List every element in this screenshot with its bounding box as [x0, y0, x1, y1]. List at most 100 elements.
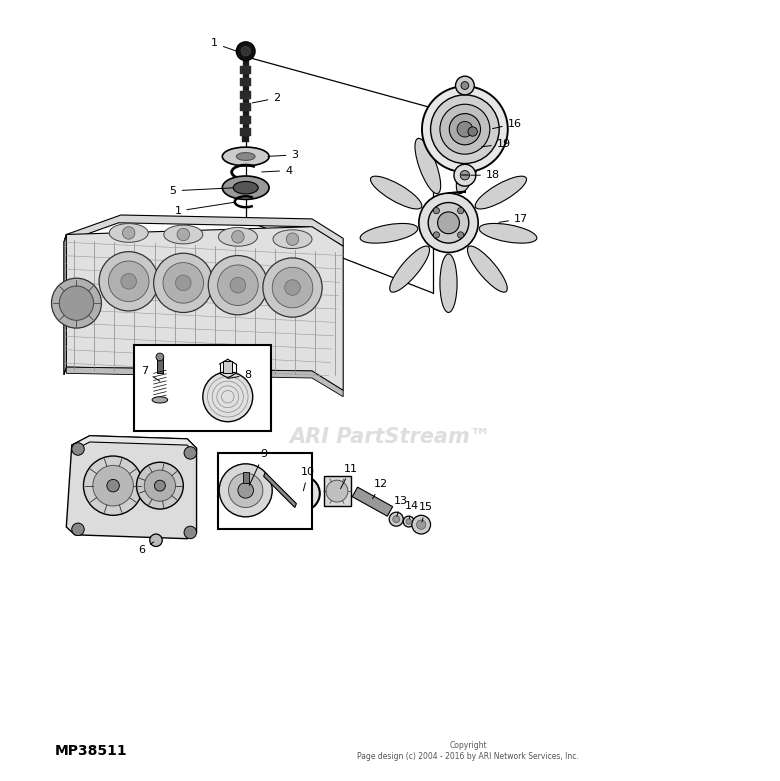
Circle shape: [433, 208, 439, 214]
Circle shape: [285, 476, 320, 511]
Circle shape: [121, 273, 136, 289]
Circle shape: [107, 480, 119, 492]
Circle shape: [156, 353, 164, 361]
Bar: [243, 111, 249, 116]
Text: 10: 10: [301, 467, 315, 490]
Bar: [243, 59, 249, 66]
Text: 2: 2: [252, 93, 281, 103]
Circle shape: [83, 456, 143, 515]
Text: Copyright
Page design (c) 2004 - 2016 by ARI Network Services, Inc.: Copyright Page design (c) 2004 - 2016 by…: [357, 741, 579, 761]
Text: 14: 14: [405, 501, 419, 519]
Circle shape: [154, 480, 165, 491]
Circle shape: [412, 515, 431, 534]
Circle shape: [456, 77, 474, 95]
Circle shape: [389, 512, 403, 526]
Bar: [243, 74, 249, 79]
Circle shape: [263, 258, 322, 317]
Text: MP38511: MP38511: [55, 744, 127, 758]
Ellipse shape: [370, 177, 422, 209]
Text: 6: 6: [139, 542, 154, 555]
Circle shape: [241, 47, 250, 56]
Bar: [243, 98, 249, 103]
Circle shape: [293, 484, 312, 503]
Ellipse shape: [222, 147, 269, 166]
Circle shape: [468, 127, 477, 136]
Circle shape: [461, 82, 469, 89]
Ellipse shape: [152, 397, 168, 403]
Ellipse shape: [415, 138, 441, 194]
Circle shape: [417, 520, 426, 530]
Circle shape: [218, 265, 258, 305]
Polygon shape: [64, 215, 343, 246]
Text: 13: 13: [394, 496, 408, 516]
Text: 11: 11: [341, 463, 358, 489]
Circle shape: [184, 447, 197, 459]
Circle shape: [440, 104, 490, 154]
Circle shape: [422, 86, 508, 172]
Text: 3: 3: [268, 150, 298, 160]
Ellipse shape: [164, 225, 203, 244]
Bar: [240, 128, 251, 136]
Ellipse shape: [467, 246, 507, 292]
Text: 12: 12: [373, 479, 388, 499]
Circle shape: [72, 523, 84, 536]
Circle shape: [431, 95, 499, 163]
Text: 4: 4: [262, 166, 292, 176]
Text: 17: 17: [499, 214, 528, 224]
Circle shape: [286, 233, 299, 245]
Bar: [240, 79, 251, 86]
Circle shape: [93, 465, 133, 506]
Circle shape: [176, 275, 191, 291]
Ellipse shape: [273, 230, 312, 248]
Ellipse shape: [218, 227, 257, 246]
Polygon shape: [66, 226, 343, 390]
Circle shape: [229, 473, 263, 508]
Circle shape: [438, 212, 459, 234]
Ellipse shape: [390, 246, 430, 292]
Polygon shape: [353, 487, 392, 516]
Bar: [243, 123, 249, 128]
Text: 1: 1: [175, 202, 235, 216]
Circle shape: [72, 443, 84, 455]
Ellipse shape: [360, 223, 418, 243]
Ellipse shape: [456, 138, 482, 194]
Circle shape: [136, 462, 183, 509]
Circle shape: [454, 164, 476, 186]
Polygon shape: [264, 473, 296, 508]
Ellipse shape: [222, 176, 269, 199]
Bar: [243, 86, 249, 91]
Circle shape: [238, 483, 254, 498]
Polygon shape: [64, 234, 66, 375]
Circle shape: [458, 208, 464, 214]
Polygon shape: [324, 476, 351, 506]
Circle shape: [403, 516, 414, 527]
Bar: [223, 361, 232, 373]
Circle shape: [433, 232, 439, 238]
Circle shape: [419, 193, 478, 252]
Polygon shape: [72, 436, 197, 455]
Circle shape: [272, 267, 313, 308]
Circle shape: [144, 470, 176, 501]
Text: 19: 19: [482, 139, 511, 149]
Text: 8: 8: [229, 370, 252, 380]
Text: 5: 5: [170, 186, 232, 196]
Bar: [218, 453, 312, 530]
Circle shape: [449, 113, 480, 144]
Circle shape: [285, 280, 300, 295]
Circle shape: [99, 251, 158, 311]
Circle shape: [163, 262, 204, 303]
Circle shape: [219, 464, 272, 517]
Circle shape: [458, 232, 464, 238]
Ellipse shape: [479, 223, 537, 243]
Circle shape: [230, 277, 246, 293]
Circle shape: [406, 519, 412, 524]
Ellipse shape: [233, 181, 258, 194]
Circle shape: [457, 121, 473, 137]
Circle shape: [184, 526, 197, 539]
Ellipse shape: [109, 223, 148, 242]
Circle shape: [208, 255, 268, 315]
Text: 18: 18: [471, 170, 500, 180]
Ellipse shape: [236, 152, 255, 160]
Bar: [242, 136, 250, 142]
Circle shape: [51, 278, 101, 328]
